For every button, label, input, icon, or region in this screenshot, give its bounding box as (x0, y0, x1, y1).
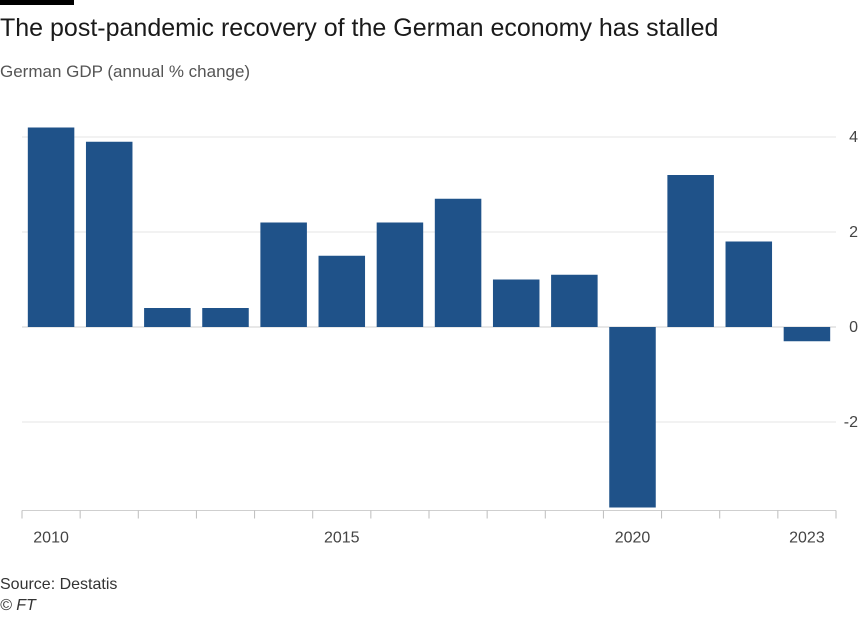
x-tick-label-2010: 2010 (33, 530, 69, 547)
brand-bar (0, 0, 74, 5)
x-tick-label-2015: 2015 (324, 530, 360, 547)
bar-2020 (609, 327, 656, 508)
chart-subtitle: German GDP (annual % change) (0, 62, 251, 81)
bars (27, 127, 831, 508)
x-tick-label-2023: 2023 (789, 530, 825, 547)
x-tick-label-2020: 2020 (615, 530, 651, 547)
y-tick-label: 4 (849, 129, 858, 146)
bar-2021 (667, 175, 714, 327)
chart-title: The post-pandemic recovery of the German… (0, 14, 719, 42)
y-tick-label: -2 (844, 414, 858, 431)
bar-2015 (318, 255, 366, 327)
bar-2010 (27, 127, 75, 327)
bar-chart: 4 2 0 -2 2010 2015 2020 2023 (21, 127, 858, 547)
y-tick-label: 2 (849, 224, 858, 241)
bar-2012 (144, 308, 191, 327)
bar-2023 (783, 327, 831, 342)
bar-2011 (85, 141, 133, 327)
axes: 4 2 0 -2 2010 2015 2020 2023 (21, 129, 858, 547)
bar-2022 (725, 241, 773, 327)
bar-2014 (260, 222, 307, 327)
source-note: Source: Destatis (0, 576, 118, 593)
ft-credit: © FT (0, 597, 36, 614)
bar-2017 (434, 198, 482, 327)
bar-2016 (376, 222, 424, 327)
y-tick-label: 0 (849, 319, 858, 336)
bar-2018 (492, 279, 540, 327)
bar-2019 (551, 274, 598, 327)
bar-2013 (202, 308, 249, 327)
